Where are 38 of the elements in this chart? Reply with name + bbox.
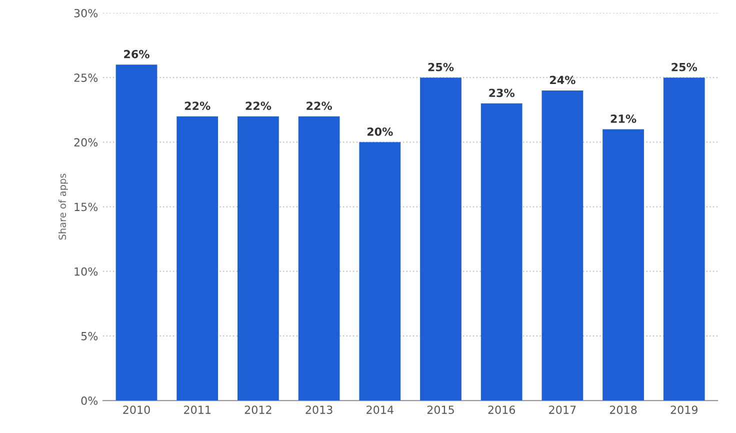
y-tick-label: 20% — [74, 138, 98, 147]
y-tick-label: 10% — [74, 267, 98, 276]
x-tick-label: 2011 — [184, 406, 210, 414]
bar — [480, 103, 522, 401]
y-tick-label: 25% — [74, 74, 98, 82]
x-tick-label: 2014 — [366, 406, 394, 414]
data-label: 22% — [246, 102, 272, 110]
x-tick-label: 2015 — [427, 406, 454, 414]
data-label: 26% — [124, 50, 150, 58]
bar — [116, 64, 158, 401]
x-tick-label: 2017 — [549, 406, 576, 414]
data-label: 25% — [428, 62, 454, 72]
bar — [542, 90, 584, 401]
y-tick-label: 15% — [74, 202, 98, 212]
bar — [176, 116, 218, 401]
y-tick-label: 5% — [81, 332, 98, 340]
y-tick-label: 30% — [74, 8, 98, 18]
data-label: 22% — [184, 102, 210, 110]
data-label: 22% — [306, 102, 332, 110]
x-tick-label: 2018 — [610, 406, 637, 414]
bar — [238, 116, 279, 401]
x-tick-label: 2013 — [306, 406, 332, 414]
y-axis-title: Share of apps — [58, 174, 68, 240]
bar — [359, 142, 401, 401]
x-tick-label: 2016 — [488, 406, 516, 414]
data-label: 23% — [489, 88, 515, 98]
y-tick-label: 0% — [81, 396, 98, 405]
bar — [298, 116, 340, 401]
data-label: 21% — [610, 114, 636, 123]
data-label: 25% — [672, 62, 698, 72]
x-tick-label: 2019 — [670, 406, 698, 414]
bar — [663, 78, 705, 401]
bar — [420, 78, 462, 401]
x-tick-label: 2010 — [123, 406, 150, 414]
data-label: 24% — [550, 76, 576, 84]
x-tick-label: 2012 — [244, 406, 272, 414]
data-label: 20% — [367, 127, 393, 136]
bar — [602, 129, 644, 401]
